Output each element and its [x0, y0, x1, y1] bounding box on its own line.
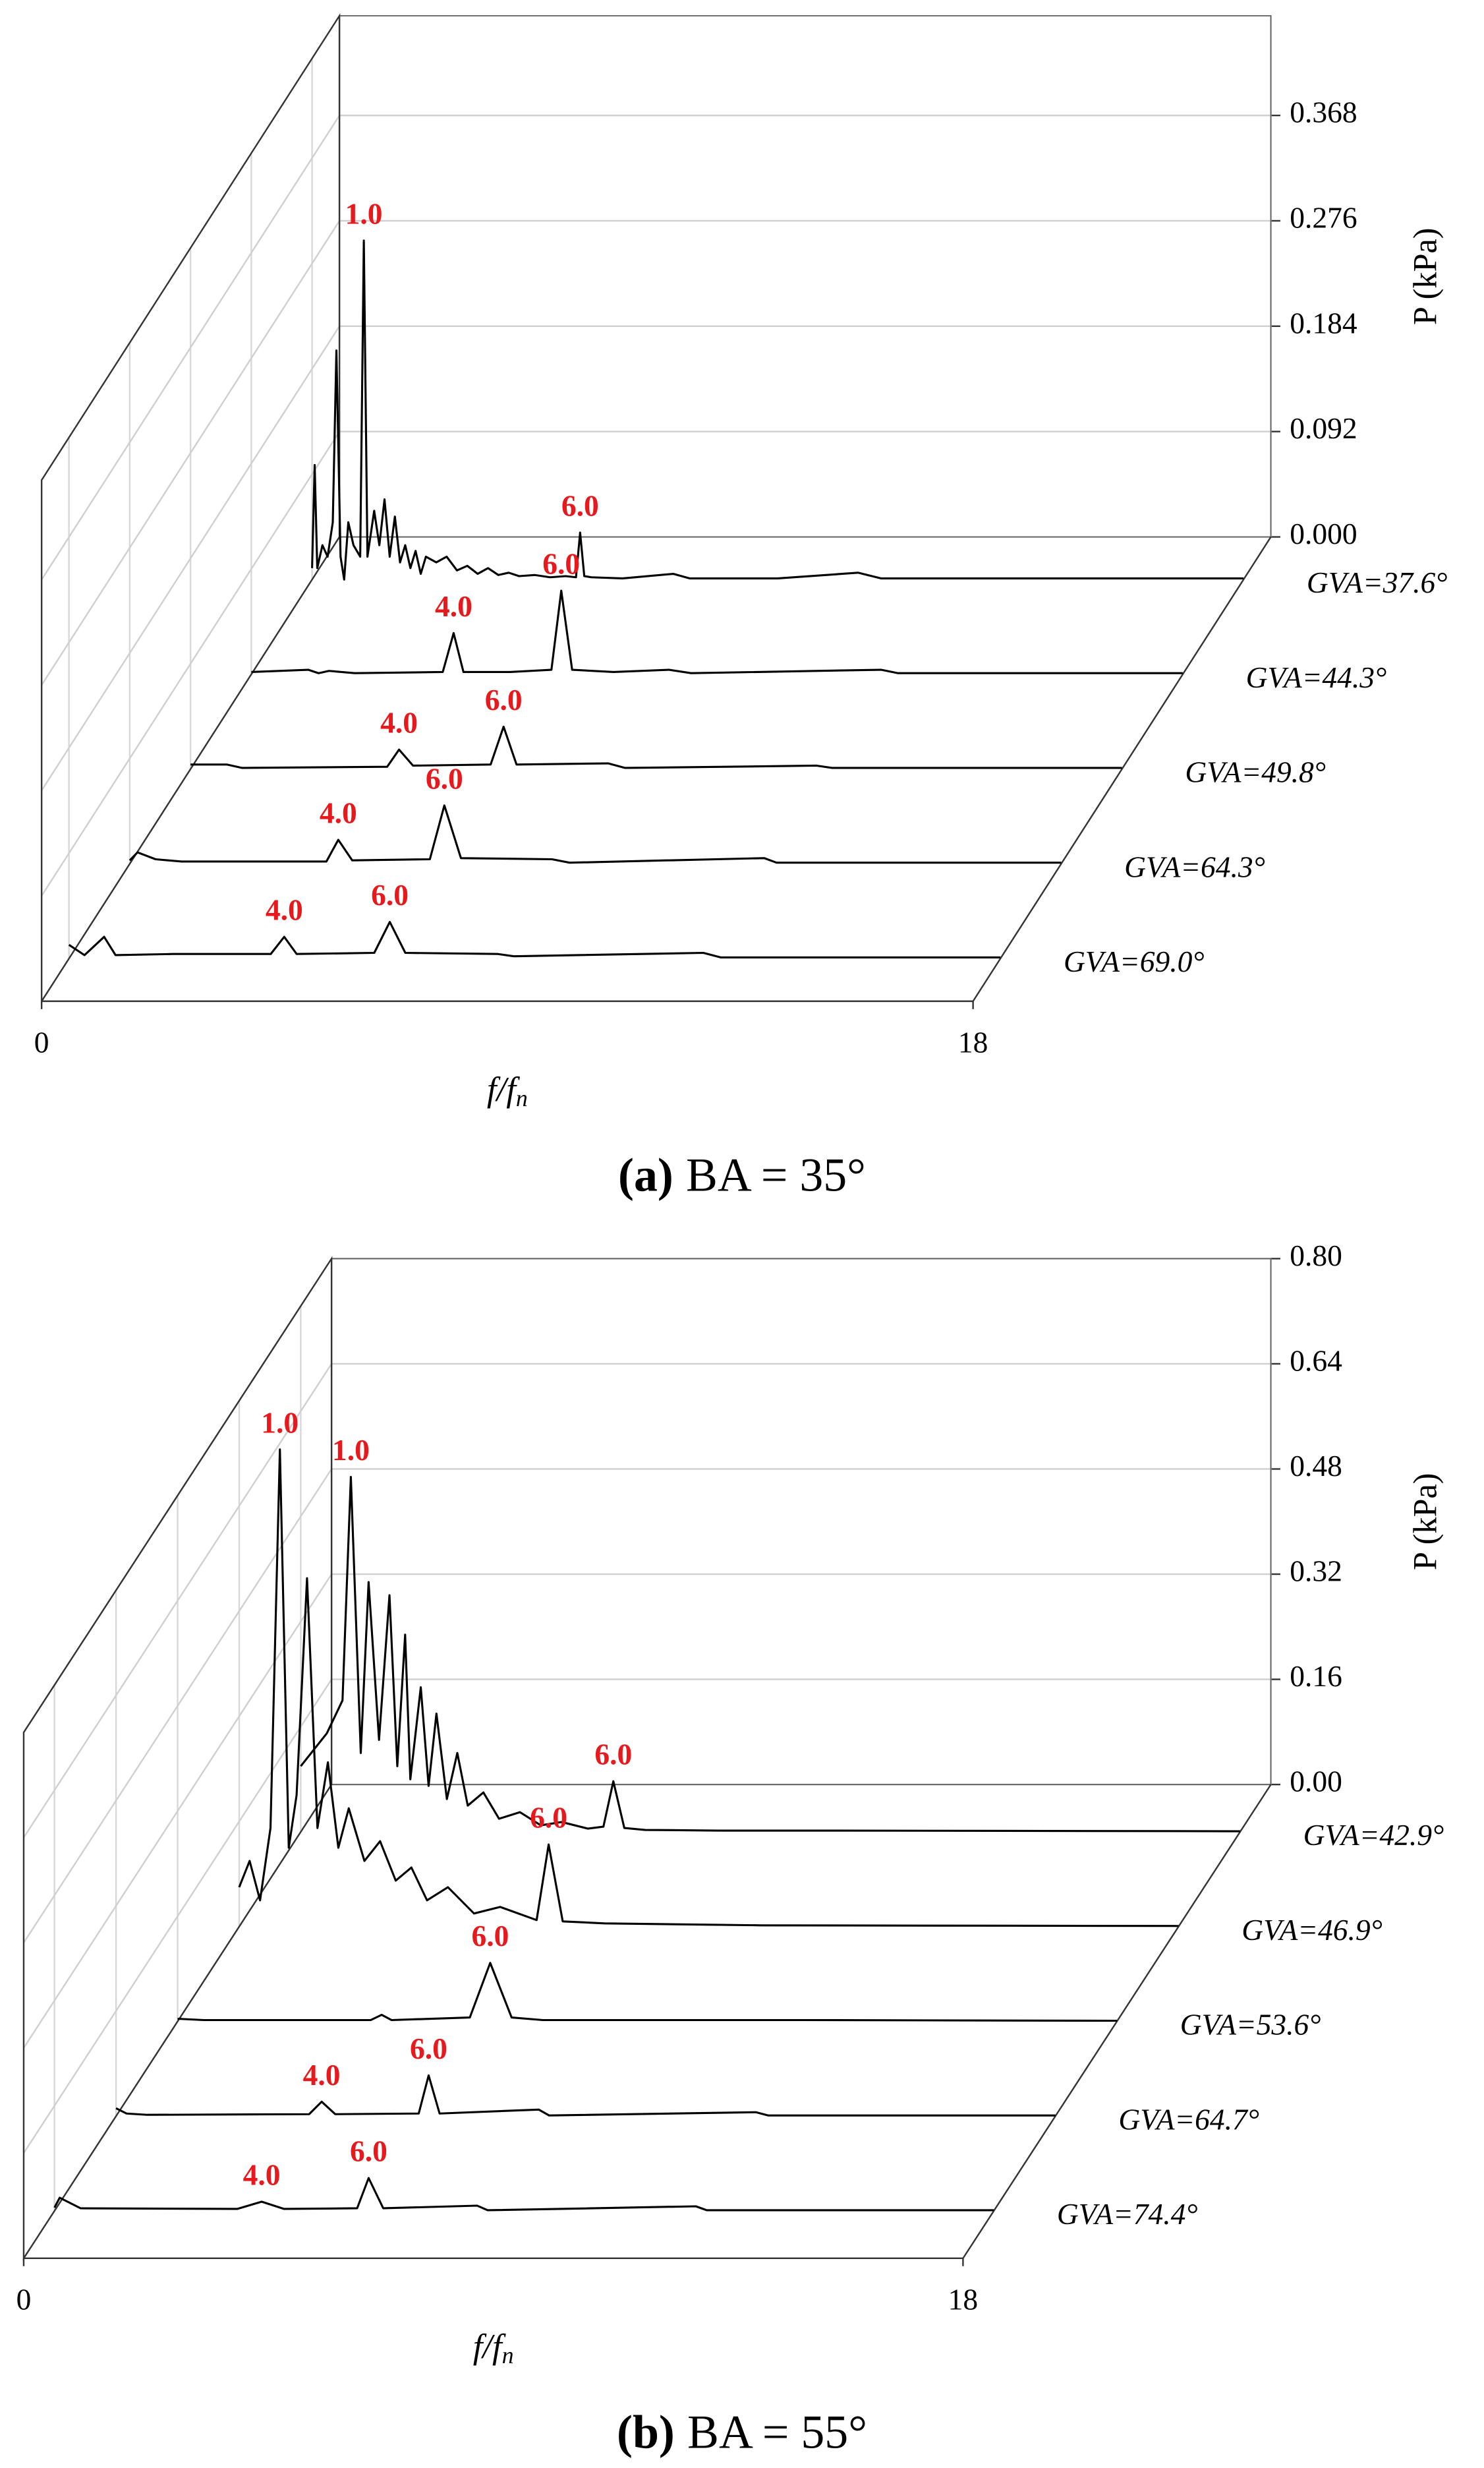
- peak-label: 6.0: [471, 1919, 509, 1953]
- x-tick-label: 0: [16, 2282, 32, 2316]
- caption-text: BA = 35°: [686, 1148, 866, 1201]
- peak-label: 1.0: [261, 1405, 299, 1439]
- x-tick-label: 18: [948, 2282, 979, 2316]
- peak-label: 6.0: [410, 2032, 447, 2065]
- legend-label: GVA=42.9°: [1303, 1818, 1444, 1852]
- y-tick-label: 0.092: [1290, 411, 1357, 445]
- y-tick-label: 0.32: [1290, 1554, 1342, 1587]
- y-tick-label: 0.00: [1290, 1765, 1342, 1798]
- legend-label: GVA=46.9°: [1241, 1913, 1383, 1947]
- peak-label: 6.0: [371, 878, 409, 912]
- series-line: [128, 804, 1062, 864]
- wall-grid-line: [41, 115, 341, 581]
- legend-label: GVA=44.3°: [1246, 661, 1387, 694]
- peak-label: 4.0: [380, 706, 418, 740]
- peak-label: 4.0: [266, 893, 303, 927]
- back-wall: [331, 1258, 1272, 1786]
- peak-label: 1.0: [332, 1433, 370, 1467]
- peak-label: 6.0: [542, 547, 580, 581]
- x-axis-label-subscript: n: [502, 2342, 514, 2368]
- legend-label: GVA=64.7°: [1118, 2102, 1259, 2136]
- x-axis-label-main: f/f: [487, 1071, 520, 1109]
- x-tick-label: 0: [34, 1025, 49, 1059]
- y-tick-label: 0.48: [1290, 1449, 1342, 1483]
- caption: (a) BA = 35°: [618, 1148, 866, 1201]
- floor-right-edge: [962, 1784, 1272, 2259]
- wall-grid-line: [41, 431, 341, 896]
- wall-grid-line: [22, 1573, 333, 2049]
- series-line: [238, 1448, 1179, 1927]
- y-tick-label: 0.368: [1290, 96, 1357, 129]
- series-line: [251, 589, 1183, 674]
- peak-label: 6.0: [426, 761, 463, 795]
- y-tick-label: 0.16: [1290, 1659, 1342, 1693]
- series-line: [311, 239, 1244, 581]
- y-tick-label: 0.184: [1290, 306, 1357, 339]
- legend-label: GVA=64.3°: [1124, 850, 1265, 883]
- panel-label: (a): [618, 1148, 673, 1201]
- y-axis-label: P (kPa): [1407, 1473, 1444, 1570]
- wall-grid-line: [41, 220, 341, 686]
- x-tick-label: 18: [958, 1025, 988, 1059]
- x-axis-label: f/fn: [487, 1071, 528, 1111]
- peak-label: 1.0: [345, 196, 383, 230]
- legend-label: GVA=74.4°: [1057, 2197, 1198, 2231]
- caption: (b) BA = 55°: [617, 2405, 867, 2458]
- peak-label: 6.0: [561, 488, 599, 522]
- legend-label: GVA=69.0°: [1064, 945, 1205, 978]
- series-line: [68, 921, 1001, 959]
- y-tick-label: 0.000: [1290, 517, 1357, 550]
- y-tick-label: 0.80: [1290, 1239, 1342, 1272]
- left-wall: [22, 1256, 333, 2261]
- wall-grid-line: [22, 1363, 333, 1838]
- wall-grid-line: [22, 1468, 333, 1943]
- y-tick-label: 0.64: [1290, 1343, 1342, 1377]
- caption-text: BA = 55°: [687, 2405, 867, 2458]
- peak-label: 4.0: [435, 589, 472, 623]
- series-line: [53, 2177, 994, 2212]
- legend-label: GVA=53.6°: [1180, 2008, 1321, 2042]
- series-line: [190, 725, 1122, 769]
- series-line: [300, 1475, 1240, 1833]
- x-axis-label: f/fn: [473, 2328, 514, 2368]
- left-wall: [40, 13, 341, 1004]
- series-line: [177, 1962, 1117, 2022]
- x-axis-label-subscript: n: [516, 1085, 528, 1111]
- peak-label: 6.0: [350, 2134, 387, 2168]
- legend-label: GVA=37.6°: [1307, 566, 1448, 599]
- peak-label: 6.0: [485, 683, 523, 717]
- wall-grid-line: [22, 1678, 333, 2154]
- legend-label: GVA=49.8°: [1185, 755, 1326, 789]
- peak-label: 4.0: [320, 796, 357, 829]
- peak-label: 4.0: [243, 2158, 281, 2192]
- x-axis-label-main: f/f: [473, 2328, 506, 2366]
- y-axis-label: P (kPa): [1407, 227, 1444, 325]
- peak-label: 6.0: [594, 1738, 632, 1771]
- back-wall: [339, 15, 1272, 538]
- y-tick-label: 0.276: [1290, 200, 1357, 234]
- panel-label: (b): [617, 2405, 675, 2458]
- peak-label: 4.0: [303, 2058, 341, 2092]
- peak-label: 6.0: [530, 1801, 567, 1835]
- floor-right-edge: [972, 536, 1272, 1002]
- wall-grid-line: [41, 326, 341, 791]
- series-line: [115, 2074, 1056, 2117]
